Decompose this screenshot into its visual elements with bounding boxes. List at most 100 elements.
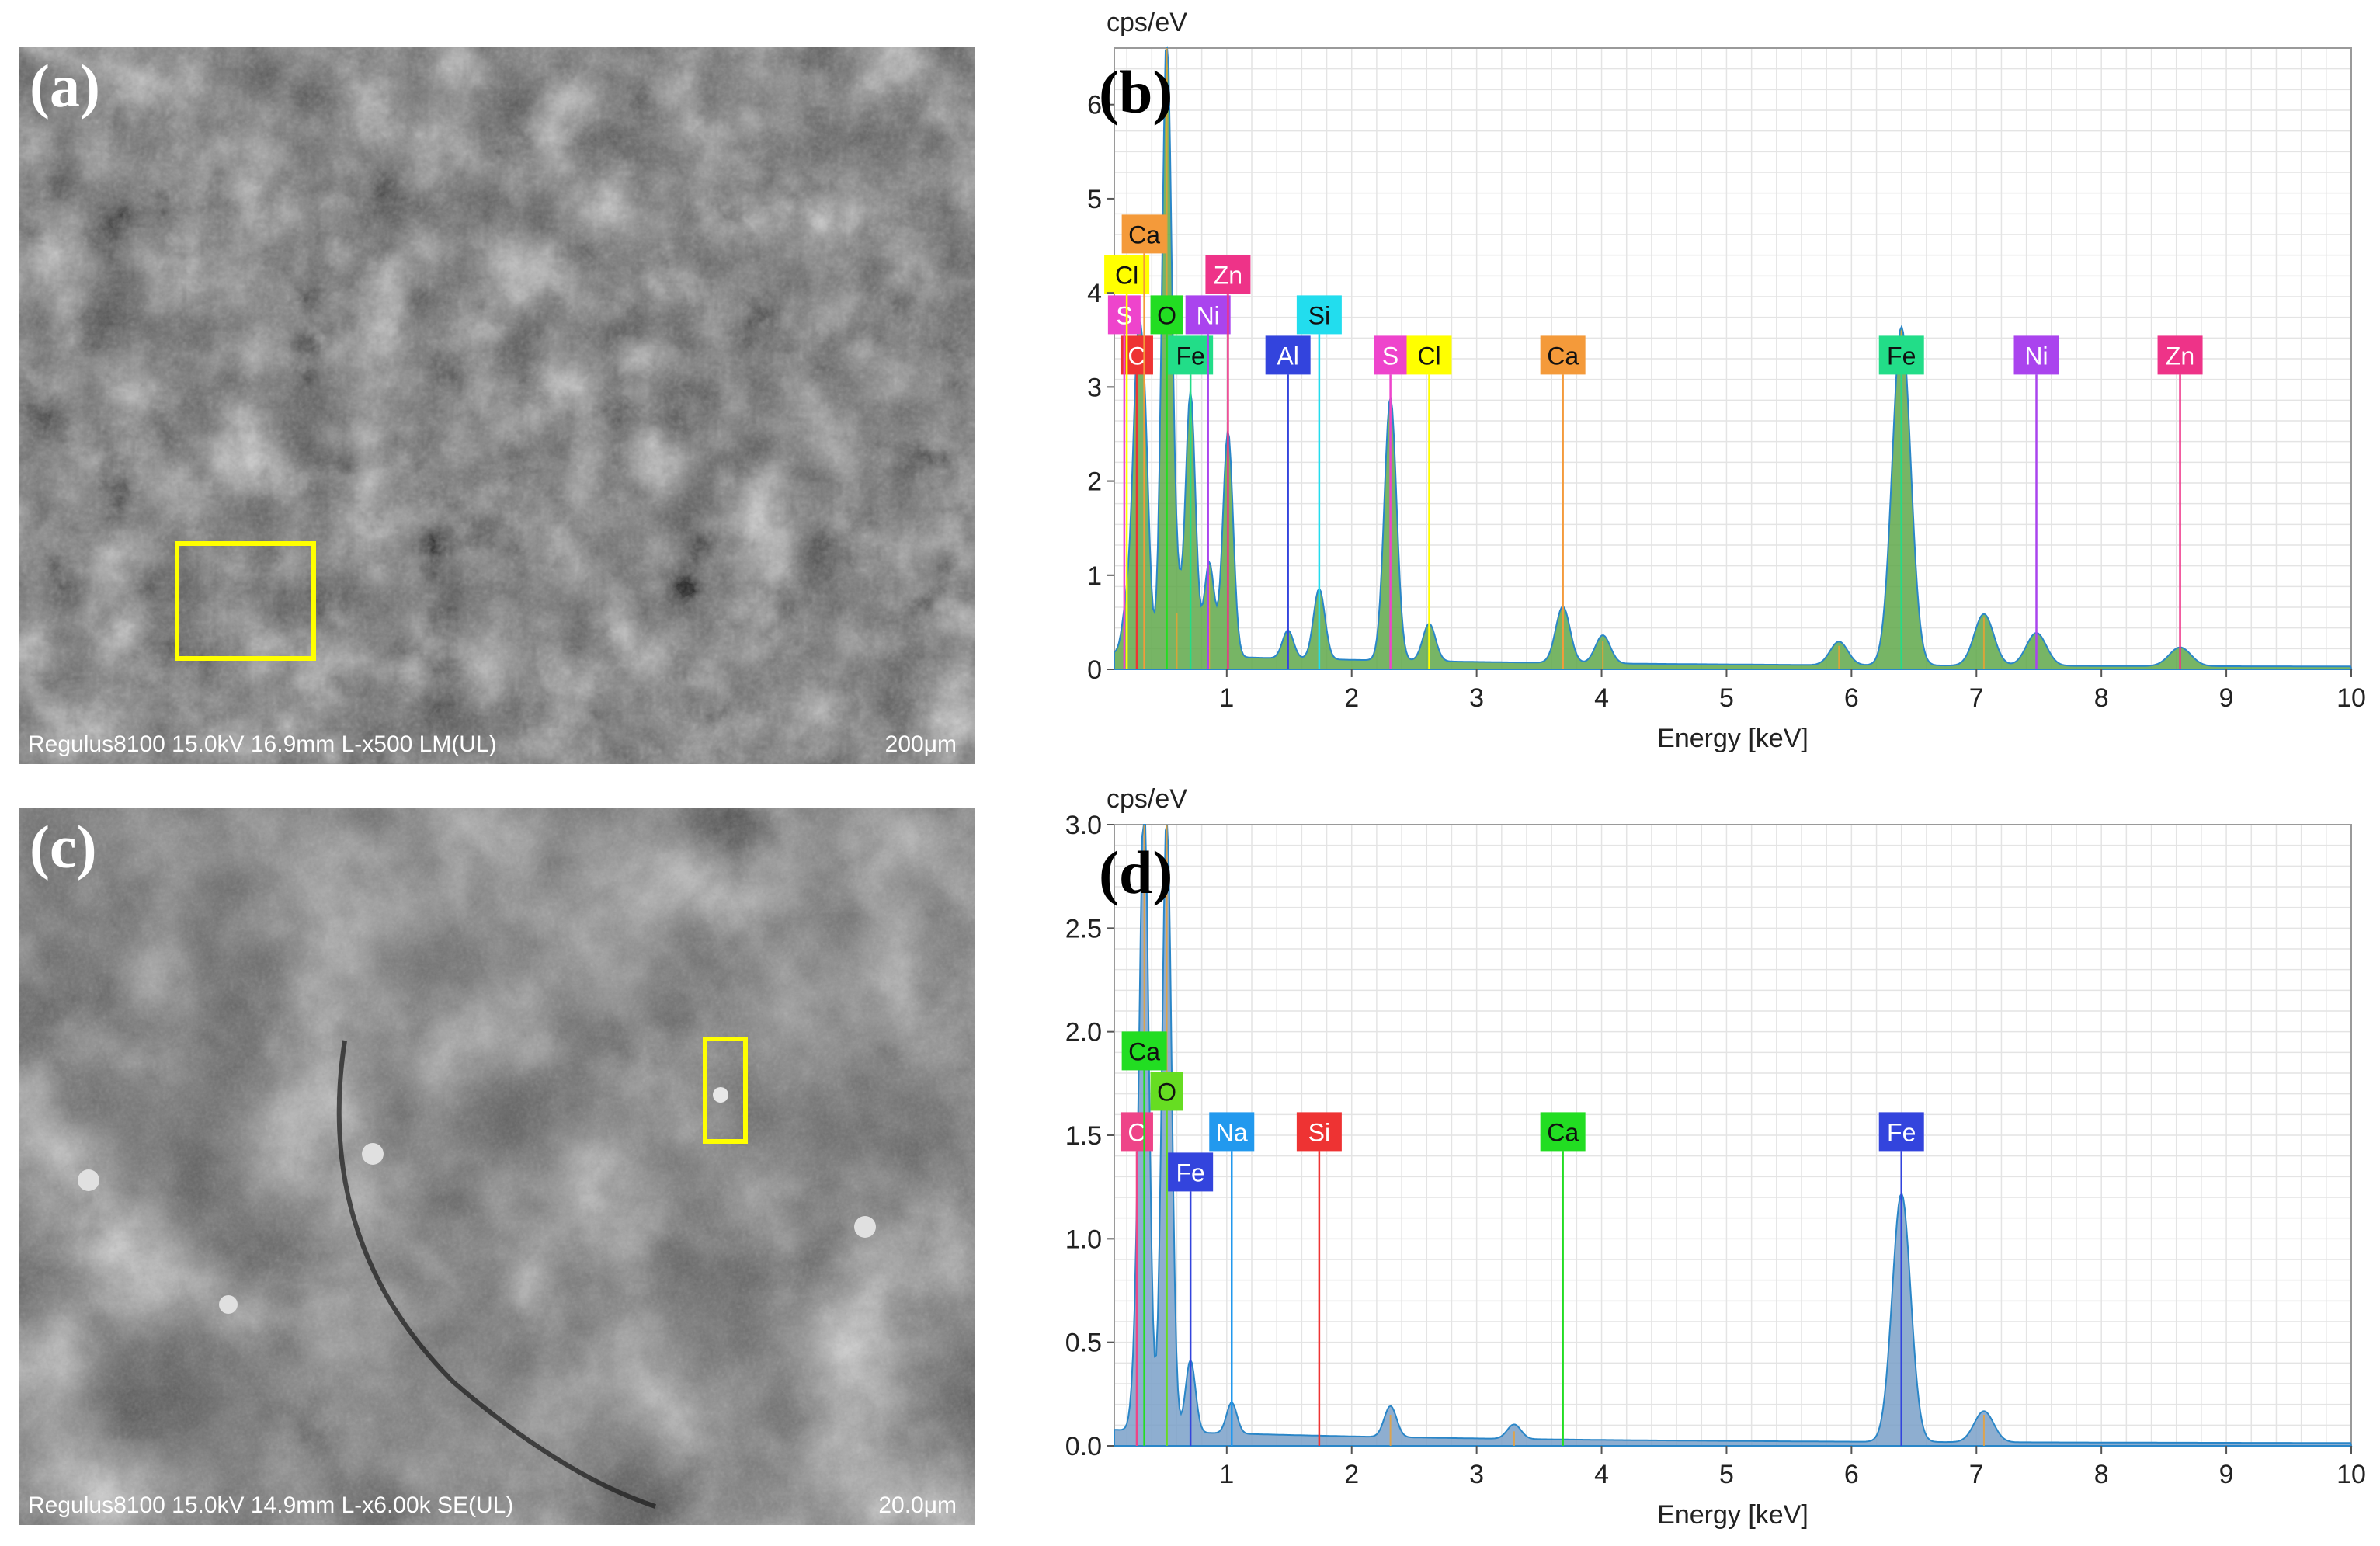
x-tick-label-1: 2 bbox=[1344, 683, 1359, 713]
y-tick-label-1: 1 bbox=[1087, 561, 1102, 591]
y-tick-label-5: 5 bbox=[1087, 185, 1102, 214]
x-tick-label-8: 9 bbox=[2219, 683, 2234, 713]
element-badge-3 bbox=[1168, 1152, 1214, 1192]
x-tick-label-0: 1 bbox=[1219, 683, 1234, 713]
element-badge-4 bbox=[1209, 1112, 1255, 1152]
element-label-15: Zn bbox=[2166, 342, 2194, 370]
element-badge-13 bbox=[1878, 335, 1924, 375]
x-tick-label-7: 8 bbox=[2094, 1460, 2109, 1489]
x-tick-label-2: 3 bbox=[1469, 1460, 1484, 1489]
element-badge-5 bbox=[1168, 335, 1214, 375]
element-label-1: S bbox=[1116, 301, 1132, 329]
element-label-3: Fe bbox=[1176, 1159, 1204, 1186]
element-label-6: Ni bbox=[1197, 301, 1220, 329]
element-label-7: Fe bbox=[1887, 1118, 1916, 1146]
y-axis-label: cps/eV bbox=[1107, 784, 1187, 814]
element-badge-1 bbox=[1121, 1031, 1167, 1071]
element-badge-9 bbox=[1296, 295, 1342, 335]
element-label-4: Na bbox=[1216, 1118, 1248, 1146]
element-label-1: Ca bbox=[1128, 1037, 1160, 1065]
region-box-a bbox=[175, 541, 316, 661]
element-label-14: Ni bbox=[2024, 342, 2048, 370]
sem-info-c: Regulus8100 15.0kV 14.9mm L-x6.00k SE(UL… bbox=[28, 1492, 514, 1518]
element-label-5: Si bbox=[1308, 1118, 1330, 1146]
element-label-3: Ca bbox=[1128, 221, 1160, 248]
element-label-7: Zn bbox=[1214, 261, 1242, 289]
element-badge-8 bbox=[1265, 335, 1311, 375]
eds-spectrum-b: C S Cl Ca O Fe Ni Zn Al Si S Cl Ca Fe Ni Zn cps/eV Energy… bbox=[1009, 0, 2380, 769]
y-tick-label-3: 1.5 bbox=[1065, 1121, 1102, 1151]
element-label-8: Al bbox=[1277, 342, 1298, 370]
y-tick-label-6: 3.0 bbox=[1065, 811, 1102, 840]
panel-letter-d: (d) bbox=[1099, 839, 1173, 906]
sem-texture-a bbox=[19, 47, 975, 764]
sem-scale-c: 20.0μm bbox=[878, 1492, 957, 1518]
y-tick-label-5: 2.5 bbox=[1065, 914, 1102, 943]
eds-chart-d: C Ca O Fe Na Si Ca Fe cps/eV Energy [keV] 1 2 3 4 5 6 7 8… bbox=[1065, 784, 2366, 1530]
y-tick-label-2: 1.0 bbox=[1065, 1225, 1102, 1254]
element-badge-2 bbox=[1150, 1072, 1183, 1111]
x-axis-label: Energy [keV] bbox=[1657, 724, 1808, 753]
element-label-11: Cl bbox=[1417, 342, 1440, 370]
element-label-4: O bbox=[1157, 301, 1176, 329]
x-tick-label-1: 2 bbox=[1344, 1460, 1359, 1489]
element-badge-7 bbox=[1205, 255, 1251, 294]
element-badge-5 bbox=[1296, 1112, 1342, 1152]
sem-texture-c bbox=[19, 808, 975, 1525]
y-axis-label: cps/eV bbox=[1107, 8, 1187, 37]
x-tick-label-5: 6 bbox=[1844, 1460, 1859, 1489]
element-badge-2 bbox=[1104, 255, 1150, 294]
y-tick-label-0: 0.0 bbox=[1065, 1432, 1102, 1461]
x-tick-label-6: 7 bbox=[1969, 1460, 1984, 1489]
y-tick-label-6: 6 bbox=[1087, 91, 1102, 120]
sem-scale-a: 200μm bbox=[884, 731, 957, 757]
y-tick-label-3: 3 bbox=[1087, 373, 1102, 402]
panel-letter-a: (a) bbox=[30, 52, 100, 120]
y-tick-label-4: 4 bbox=[1087, 279, 1102, 308]
element-label-0: C bbox=[1127, 1118, 1145, 1146]
element-badge-10 bbox=[1374, 335, 1407, 375]
x-tick-label-8: 9 bbox=[2219, 1460, 2234, 1489]
x-tick-label-0: 1 bbox=[1219, 1460, 1234, 1489]
element-badge-12 bbox=[1540, 335, 1586, 375]
x-tick-label-3: 4 bbox=[1594, 683, 1609, 713]
x-tick-label-7: 8 bbox=[2094, 683, 2109, 713]
element-label-9: Si bbox=[1308, 301, 1330, 329]
eds-spectrum-d: C Ca O Fe Na Si Ca Fe cps/eV Energy [keV] 1 2 3 4 5 6 7 8… bbox=[1009, 776, 2380, 1545]
x-tick-label-5: 6 bbox=[1844, 683, 1859, 713]
element-label-6: Ca bbox=[1547, 1118, 1579, 1146]
element-badge-4 bbox=[1150, 295, 1183, 335]
panel-letter-c: (c) bbox=[30, 813, 97, 881]
y-tick-label-1: 0.5 bbox=[1065, 1329, 1102, 1358]
element-badge-3 bbox=[1121, 214, 1167, 254]
x-tick-label-6: 7 bbox=[1969, 683, 1984, 713]
element-label-12: Ca bbox=[1547, 342, 1579, 370]
x-tick-label-9: 10 bbox=[2337, 1460, 2366, 1489]
x-tick-label-4: 5 bbox=[1719, 1460, 1734, 1489]
region-box-c bbox=[703, 1037, 748, 1144]
element-badge-1 bbox=[1107, 295, 1141, 335]
element-label-10: S bbox=[1382, 342, 1398, 370]
element-label-5: Fe bbox=[1176, 342, 1204, 370]
element-badge-14 bbox=[2013, 335, 2059, 375]
element-label-0: C bbox=[1127, 342, 1145, 370]
sem-info-a: Regulus8100 15.0kV 16.9mm L-x500 LM(UL) bbox=[28, 731, 497, 757]
x-tick-label-3: 4 bbox=[1594, 1460, 1609, 1489]
sem-image-a: (a) Regulus8100 15.0kV 16.9mm L-x500 LM(… bbox=[19, 47, 975, 764]
x-tick-label-4: 5 bbox=[1719, 683, 1734, 713]
y-tick-label-4: 2.0 bbox=[1065, 1018, 1102, 1047]
element-label-13: Fe bbox=[1887, 342, 1916, 370]
element-label-2: O bbox=[1157, 1078, 1176, 1106]
element-badge-0 bbox=[1120, 1112, 1153, 1152]
x-axis-label: Energy [keV] bbox=[1657, 1500, 1808, 1530]
element-badge-11 bbox=[1406, 335, 1452, 375]
panel-letter-b: (b) bbox=[1099, 58, 1173, 126]
element-badge-15 bbox=[2157, 335, 2203, 375]
element-badge-7 bbox=[1878, 1112, 1924, 1152]
x-tick-label-2: 3 bbox=[1469, 683, 1484, 713]
element-badge-6 bbox=[1540, 1112, 1586, 1152]
y-tick-label-2: 2 bbox=[1087, 467, 1102, 497]
element-label-2: Cl bbox=[1115, 261, 1138, 289]
x-tick-label-9: 10 bbox=[2337, 683, 2366, 713]
